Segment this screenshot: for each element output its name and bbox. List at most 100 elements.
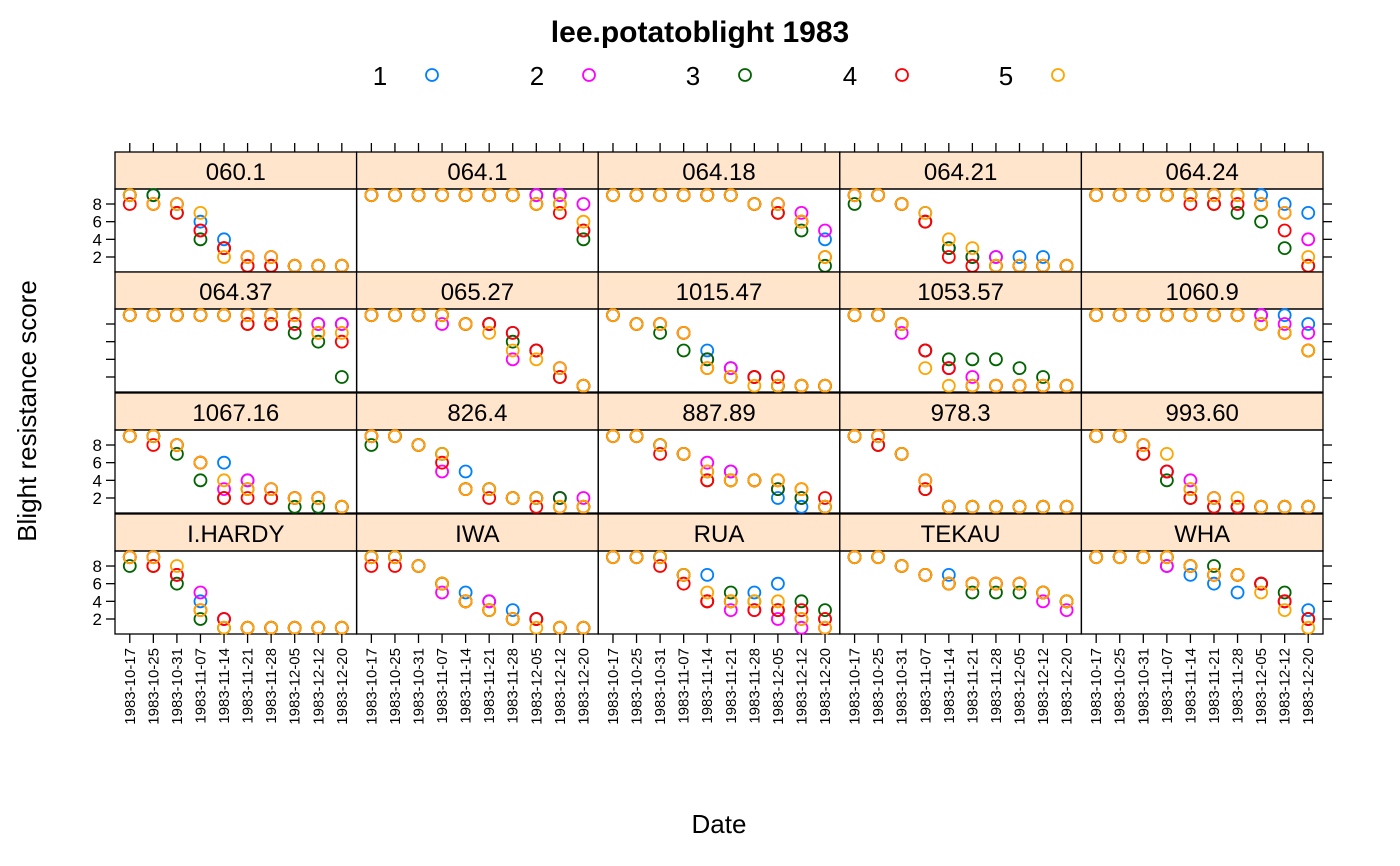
data-point [989, 378, 1003, 393]
data-point [1036, 594, 1050, 609]
legend-label-1: 1 [373, 61, 387, 91]
data-point [311, 620, 326, 635]
data-point [871, 188, 886, 203]
data-point [723, 585, 738, 600]
data-point [193, 223, 208, 238]
data-point [1012, 361, 1027, 376]
panel-strip-label: 887.89 [682, 400, 755, 427]
data-point [1301, 603, 1316, 618]
data-point [653, 188, 668, 203]
data-point [1230, 585, 1245, 600]
data-point [287, 258, 302, 273]
data-point [388, 550, 402, 565]
legend-marker-3 [738, 68, 752, 82]
data-point [1277, 308, 1292, 323]
panel-plot-area [597, 308, 841, 393]
panel-strip-label: TEKAU [921, 521, 1001, 548]
data-point [552, 188, 567, 203]
data-point [264, 491, 279, 505]
x-tick-label: 1983-11-21 [1206, 648, 1223, 724]
data-point [771, 205, 785, 220]
data-point [794, 499, 809, 514]
data-point [894, 446, 909, 461]
data-point [193, 594, 208, 609]
data-point [723, 370, 738, 384]
data-point [965, 241, 980, 256]
data-point [1207, 576, 1221, 591]
data-point [576, 214, 591, 229]
data-point [723, 464, 738, 479]
data-point [818, 250, 832, 264]
x-tick-label: 1983-11-21 [481, 648, 498, 724]
data-point [629, 188, 644, 203]
data-point [435, 576, 449, 591]
data-point [1301, 612, 1316, 626]
panel-plot-area [839, 188, 1083, 273]
data-point [364, 188, 379, 203]
data-point [918, 473, 933, 488]
data-point [1136, 308, 1151, 323]
data-point [1136, 188, 1151, 203]
data-point [240, 491, 255, 505]
data-point [941, 241, 956, 256]
y-tick-label: 6 [93, 575, 102, 594]
data-point [576, 378, 591, 393]
data-point [1159, 446, 1174, 461]
data-point [364, 429, 379, 444]
data-point [1183, 491, 1198, 505]
panel-strip-label: 1053.57 [917, 279, 1004, 306]
data-point [170, 308, 184, 323]
y-tick-label: 8 [93, 436, 102, 455]
data-point [1254, 308, 1269, 323]
data-point [552, 361, 567, 376]
data-point [529, 499, 544, 514]
x-tick-label: 1983-12-12 [1035, 648, 1052, 725]
panel-993.60: 993.60 [1080, 392, 1324, 514]
data-point [723, 188, 738, 203]
x-tick-label: 1983-11-07 [676, 648, 693, 724]
data-point [122, 308, 137, 323]
panel-strip-label: 064.37 [199, 279, 272, 306]
panel-strip-label: 978.3 [931, 400, 991, 427]
data-point [771, 370, 785, 384]
data-point [482, 603, 497, 618]
data-point [794, 594, 809, 609]
panel-strip [597, 513, 841, 552]
data-point [1230, 197, 1245, 211]
data-point [1301, 232, 1316, 247]
data-point [1012, 258, 1027, 273]
data-point [771, 576, 785, 591]
x-tick-label: 1983-12-20 [1300, 648, 1317, 725]
x-tick-label: 1983-10-17 [847, 648, 864, 725]
x-tick-label: 1983-10-17 [363, 648, 380, 725]
y-tick-label: 6 [93, 454, 102, 473]
x-tick-label: 1983-10-25 [145, 648, 162, 725]
data-point [941, 352, 956, 367]
data-point [794, 603, 809, 618]
data-point [552, 205, 567, 220]
panel-plot-area [1080, 308, 1324, 393]
data-point [989, 352, 1003, 367]
data-point [264, 308, 279, 323]
data-point [435, 308, 449, 323]
data-point [676, 188, 691, 203]
x-tick-label: 1983-12-12 [1277, 648, 1294, 725]
data-point [311, 334, 326, 349]
data-point [700, 594, 715, 609]
data-point [1301, 325, 1316, 340]
data-point [287, 491, 302, 505]
data-point [1254, 214, 1269, 229]
panel-plot-area [114, 188, 358, 273]
data-point [918, 205, 933, 220]
data-point [653, 317, 668, 331]
data-point [482, 317, 497, 331]
legend-marker-5 [1051, 68, 1065, 82]
data-point [1254, 317, 1269, 331]
data-point [700, 352, 715, 367]
panel-strip-label: IWA [455, 521, 499, 548]
data-point [364, 559, 379, 573]
data-point [1301, 205, 1316, 220]
data-point [1112, 188, 1127, 203]
data-point [505, 603, 520, 618]
panel-plot-area [355, 550, 599, 635]
